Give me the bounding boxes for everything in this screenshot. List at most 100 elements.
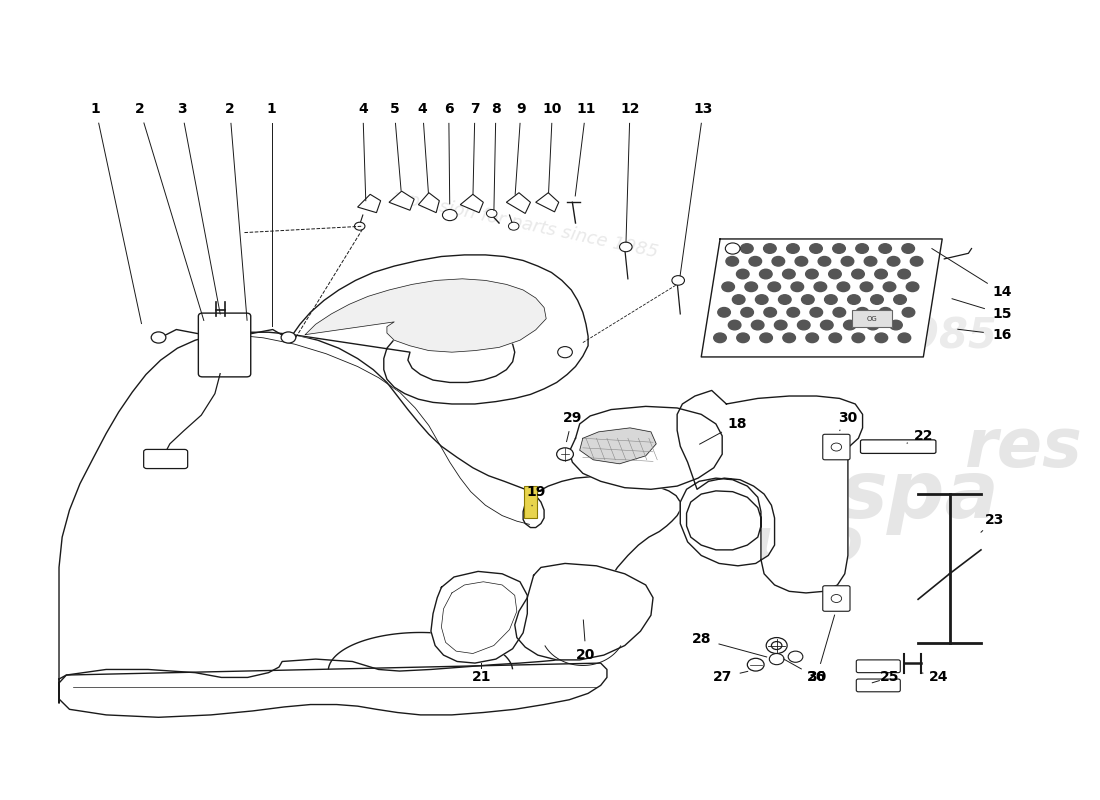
Circle shape	[718, 307, 730, 317]
Polygon shape	[59, 663, 607, 718]
Circle shape	[619, 242, 632, 252]
Circle shape	[722, 282, 735, 291]
Circle shape	[851, 270, 865, 279]
Circle shape	[805, 270, 818, 279]
Text: 16: 16	[992, 328, 1012, 342]
Text: 5: 5	[389, 102, 399, 116]
Circle shape	[763, 307, 777, 317]
Text: 18: 18	[727, 417, 747, 431]
Circle shape	[751, 320, 764, 330]
Circle shape	[828, 270, 842, 279]
Text: 10: 10	[542, 102, 562, 116]
Circle shape	[733, 294, 745, 304]
Polygon shape	[358, 194, 381, 213]
Circle shape	[749, 257, 761, 266]
Text: 4: 4	[418, 102, 428, 116]
Circle shape	[842, 257, 854, 266]
Text: 28: 28	[692, 632, 711, 646]
Circle shape	[486, 210, 497, 218]
Circle shape	[821, 320, 833, 330]
Polygon shape	[678, 390, 862, 593]
Circle shape	[786, 307, 800, 317]
Circle shape	[837, 282, 849, 291]
Text: 21: 21	[472, 670, 491, 685]
Circle shape	[789, 651, 803, 662]
FancyBboxPatch shape	[823, 586, 850, 611]
Text: 14: 14	[992, 286, 1012, 299]
Text: 4: 4	[358, 102, 367, 116]
Circle shape	[806, 333, 818, 342]
Text: 7: 7	[470, 102, 480, 116]
Circle shape	[557, 448, 573, 461]
Circle shape	[760, 333, 772, 342]
Text: spa: spa	[839, 457, 1000, 534]
Circle shape	[890, 320, 902, 330]
Circle shape	[902, 307, 915, 317]
Circle shape	[911, 257, 923, 266]
FancyBboxPatch shape	[144, 450, 188, 469]
Text: 13: 13	[694, 102, 713, 116]
Polygon shape	[293, 255, 588, 404]
FancyBboxPatch shape	[860, 440, 936, 454]
Text: 27: 27	[713, 670, 732, 685]
Circle shape	[865, 257, 877, 266]
Polygon shape	[580, 428, 657, 464]
Circle shape	[783, 333, 795, 342]
Text: 30: 30	[807, 670, 826, 685]
Circle shape	[833, 244, 845, 254]
Circle shape	[508, 222, 519, 230]
Text: 15: 15	[992, 307, 1012, 321]
Circle shape	[725, 243, 740, 254]
Circle shape	[767, 638, 788, 654]
Circle shape	[740, 307, 754, 317]
Text: 8: 8	[491, 102, 501, 116]
Circle shape	[759, 270, 772, 279]
Circle shape	[810, 244, 823, 254]
Circle shape	[786, 244, 800, 254]
Text: 1: 1	[91, 102, 100, 116]
Circle shape	[282, 332, 296, 343]
Circle shape	[867, 320, 879, 330]
Circle shape	[825, 294, 837, 304]
Circle shape	[898, 333, 911, 342]
Circle shape	[879, 307, 892, 317]
Text: 19: 19	[526, 485, 546, 498]
Circle shape	[844, 320, 856, 330]
Polygon shape	[536, 193, 559, 212]
Text: 25: 25	[880, 670, 900, 685]
Circle shape	[726, 257, 738, 266]
Text: 1: 1	[267, 102, 276, 116]
Text: 22: 22	[914, 429, 933, 443]
Circle shape	[782, 270, 795, 279]
Circle shape	[442, 210, 458, 221]
Circle shape	[558, 346, 572, 358]
Text: 29: 29	[563, 410, 582, 425]
Text: 26: 26	[806, 670, 826, 685]
Polygon shape	[418, 193, 439, 213]
Polygon shape	[305, 279, 547, 352]
Text: 6: 6	[444, 102, 453, 116]
Text: 9: 9	[516, 102, 526, 116]
Bar	[852, 310, 892, 327]
FancyBboxPatch shape	[198, 313, 251, 377]
FancyBboxPatch shape	[856, 679, 900, 692]
Text: 2: 2	[135, 102, 144, 116]
Circle shape	[852, 333, 865, 342]
Polygon shape	[569, 406, 723, 490]
Circle shape	[856, 244, 868, 254]
Circle shape	[833, 307, 846, 317]
Circle shape	[856, 307, 869, 317]
Circle shape	[745, 282, 758, 291]
Circle shape	[802, 294, 814, 304]
Circle shape	[832, 594, 842, 602]
Circle shape	[771, 642, 782, 650]
Polygon shape	[431, 571, 527, 663]
Circle shape	[876, 333, 888, 342]
Polygon shape	[506, 193, 530, 214]
Circle shape	[714, 333, 726, 342]
Circle shape	[894, 294, 906, 304]
Text: 2: 2	[224, 102, 234, 116]
Circle shape	[779, 294, 791, 304]
Circle shape	[795, 257, 807, 266]
Circle shape	[354, 222, 365, 230]
